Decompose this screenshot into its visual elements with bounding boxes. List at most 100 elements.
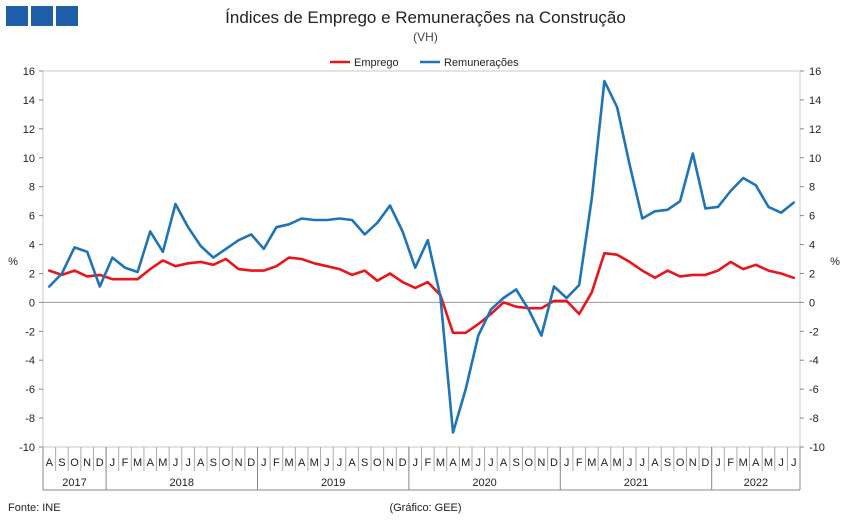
y-tick-label-left: 16 [23,66,35,78]
month-tick-label: D [399,457,407,469]
y-tick-label-left: -10 [19,442,35,454]
month-tick-label: A [500,457,508,469]
month-tick-label: O [373,457,382,469]
month-tick-label: J [476,457,482,469]
y-tick-label-left: 10 [23,153,35,165]
month-tick-label: M [158,457,167,469]
month-tick-label: O [70,457,79,469]
y-tick-label-right: 8 [809,182,815,194]
y-tick-label-right: 16 [809,66,821,78]
year-tick-label: 2017 [62,477,86,489]
y-tick-label-right: 2 [809,268,815,280]
month-tick-label: D [247,457,255,469]
month-tick-label: J [261,457,267,469]
y-tick-label-right: -6 [809,384,819,396]
y-tick-label-right: -10 [809,442,825,454]
y-tick-label-left: -6 [25,384,35,396]
y-tick-label-right: -2 [809,326,819,338]
month-tick-label: F [424,457,431,469]
y-tick-label-right: -8 [809,413,819,425]
y-tick-label-right: -4 [809,355,819,367]
y-tick-label-right: 14 [809,95,821,107]
logo-block [56,6,78,26]
logo-block [31,6,53,26]
chart-title: Índices de Emprego e Remunerações na Con… [225,8,626,27]
month-tick-label: A [348,457,356,469]
year-tick-label: 2021 [624,477,648,489]
y-axis-label-left: % [8,256,18,268]
month-tick-label: A [197,457,205,469]
legend-label: Emprego [354,57,399,69]
month-tick-label: J [185,457,191,469]
month-tick-label: A [752,457,760,469]
year-tick-label: 2022 [744,477,768,489]
month-tick-label: M [310,457,319,469]
month-tick-label: O [222,457,231,469]
y-tick-label-right: 10 [809,153,821,165]
month-tick-label: N [83,457,91,469]
month-tick-label: M [612,457,621,469]
month-tick-label: M [764,457,773,469]
logo-block [6,6,28,26]
y-tick-label-left: 12 [23,124,35,136]
y-tick-label-right: 4 [809,240,815,252]
month-tick-label: O [676,457,685,469]
chart-subtitle: (VH) [413,30,438,44]
series-line-remunerações [47,79,796,434]
month-tick-label: J [640,457,646,469]
y-tick-label-right: 6 [809,211,815,223]
source-note: Fonte: INE [8,502,61,514]
month-tick-label: J [324,457,330,469]
month-tick-label: J [173,457,179,469]
month-tick-label: A [601,457,609,469]
month-tick-label: J [337,457,343,469]
month-tick-label: J [715,457,721,469]
month-tick-label: S [210,457,217,469]
month-tick-label: S [512,457,519,469]
month-tick-label: N [689,457,697,469]
y-tick-label-left: -8 [25,413,35,425]
month-tick-label: F [122,457,129,469]
y-tick-label-right: 12 [809,124,821,136]
month-tick-label: S [58,457,65,469]
y-tick-label-left: -4 [25,355,35,367]
month-tick-label: A [298,457,306,469]
y-tick-label-left: 14 [23,95,35,107]
month-tick-label: N [386,457,394,469]
y-tick-label-left: 8 [29,182,35,194]
month-tick-label: N [235,457,243,469]
month-tick-label: A [147,457,155,469]
y-tick-label-left: 0 [29,297,35,309]
legend-label: Remunerações [444,57,519,69]
year-tick-label: 2018 [170,477,194,489]
month-tick-label: F [727,457,734,469]
y-axis-label-right: % [830,256,840,268]
month-tick-label: A [46,457,54,469]
month-tick-label: M [739,457,748,469]
month-tick-label: J [627,457,633,469]
month-tick-label: D [96,457,104,469]
graphic-credit: (Gráfico: GEE) [389,502,462,514]
month-tick-label: M [133,457,142,469]
month-tick-label: J [412,457,418,469]
month-tick-label: M [587,457,596,469]
y-tick-label-left: 4 [29,240,35,252]
y-tick-label-right: 0 [809,297,815,309]
plot-area [42,70,801,448]
month-tick-label: D [550,457,558,469]
y-tick-label-left: 6 [29,211,35,223]
month-tick-label: S [361,457,368,469]
month-tick-label: J [791,457,797,469]
year-tick-label: 2019 [321,477,345,489]
month-tick-label: N [537,457,545,469]
month-tick-label: J [778,457,784,469]
gee-logo [6,6,78,26]
month-tick-label: J [110,457,116,469]
year-tick-label: 2020 [472,477,496,489]
month-tick-label: J [564,457,570,469]
month-tick-label: M [436,457,445,469]
month-tick-label: O [524,457,533,469]
month-tick-label: J [488,457,494,469]
month-tick-label: S [664,457,671,469]
